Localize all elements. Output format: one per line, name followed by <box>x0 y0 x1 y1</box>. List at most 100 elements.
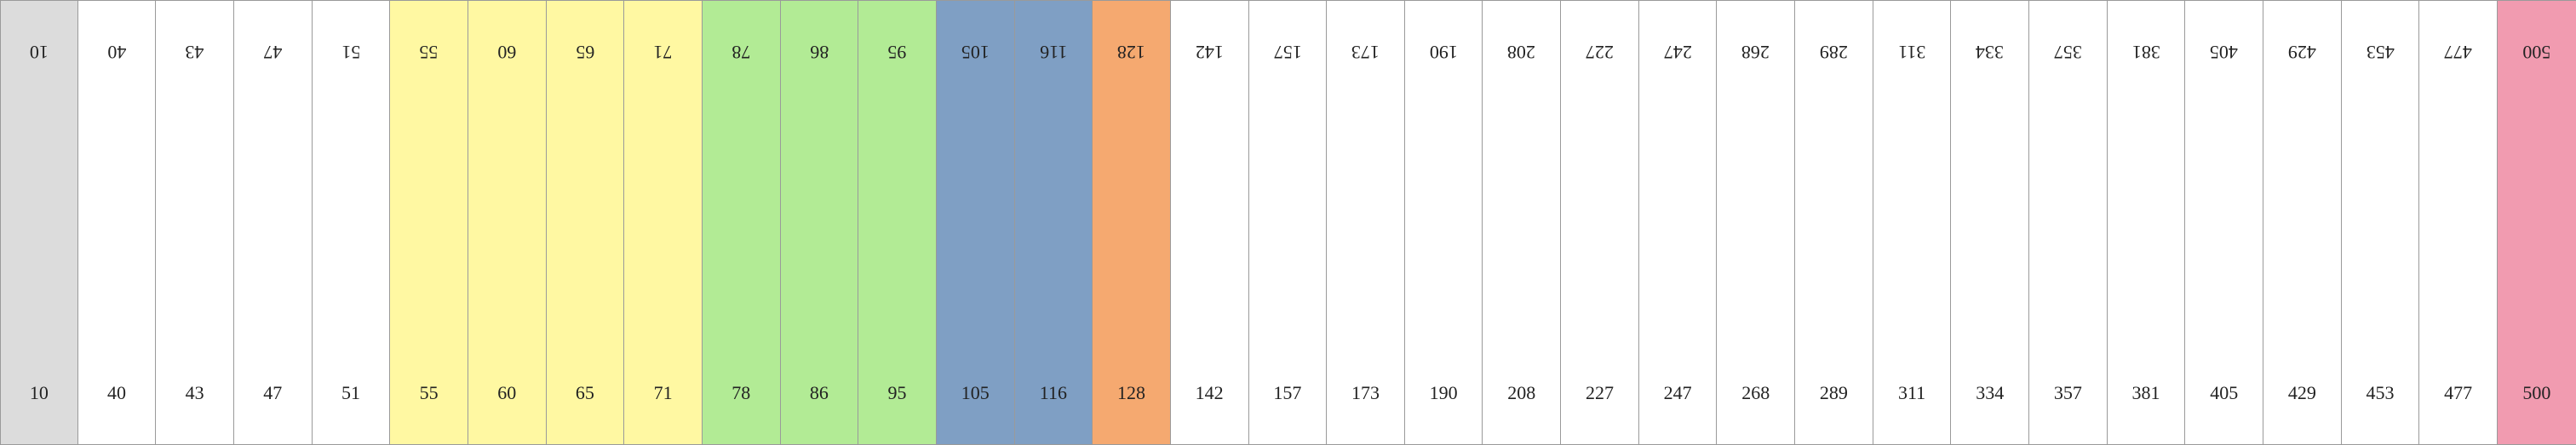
cell-label-top: 405 <box>2210 42 2239 63</box>
cell-label-bottom: 208 <box>1507 382 1536 403</box>
strip-cell: 78 78 <box>702 1 781 444</box>
strip-cell: 116 116 <box>1014 1 1093 444</box>
cell-label-top: 357 <box>2053 42 2082 63</box>
strip-cell: 381 381 <box>2107 1 2186 444</box>
cell-label-bottom: 405 <box>2210 382 2239 403</box>
strip-cell: 142 142 <box>1170 1 1249 444</box>
cell-label-top: 289 <box>1819 42 1848 63</box>
cell-label-bottom: 65 <box>575 382 594 403</box>
strip-cell: 247 247 <box>1638 1 1718 444</box>
cell-label-bottom: 10 <box>29 382 49 403</box>
cell-label-bottom: 500 <box>2522 382 2551 403</box>
cell-label-bottom: 311 <box>1897 382 1926 403</box>
strip-cell: 60 60 <box>468 1 547 444</box>
strip-cell: 289 289 <box>1795 1 1873 444</box>
strip-cell: 157 157 <box>1248 1 1328 444</box>
strip-cell: 190 190 <box>1404 1 1483 444</box>
cell-label-bottom: 227 <box>1585 382 1614 403</box>
strip-cell: 128 128 <box>1093 1 1171 444</box>
strip-cell: 268 268 <box>1717 1 1796 444</box>
cell-label-bottom: 78 <box>731 382 751 403</box>
cell-label-top: 86 <box>809 42 829 63</box>
strip-cell: 40 40 <box>77 1 157 444</box>
cell-label-bottom: 142 <box>1195 382 1224 403</box>
strip-cell: 173 173 <box>1327 1 1405 444</box>
cell-label-bottom: 47 <box>263 382 283 403</box>
cell-label-top: 43 <box>185 42 204 63</box>
cell-label-bottom: 55 <box>419 382 439 403</box>
cell-label-top: 227 <box>1585 42 1614 63</box>
strip-cell: 429 429 <box>2263 1 2342 444</box>
strip-cell: 334 334 <box>1951 1 2030 444</box>
strip-cell: 208 208 <box>1483 1 1562 444</box>
cell-label-top: 334 <box>1976 42 2005 63</box>
strip-cell: 500 500 <box>2498 1 2576 444</box>
cell-label-top: 453 <box>2366 42 2395 63</box>
cell-label-top: 268 <box>1741 42 1770 63</box>
cell-label-top: 208 <box>1507 42 1536 63</box>
cell-label-bottom: 116 <box>1039 382 1067 403</box>
strip-cell: 43 43 <box>156 1 234 444</box>
strip-cell: 405 405 <box>2185 1 2264 444</box>
strip-cell: 86 86 <box>780 1 859 444</box>
cell-label-bottom: 268 <box>1741 382 1770 403</box>
strip-cell: 453 453 <box>2341 1 2420 444</box>
cell-label-bottom: 357 <box>2053 382 2082 403</box>
cell-label-top: 78 <box>731 42 751 63</box>
strip-cell: 55 55 <box>390 1 468 444</box>
cell-label-bottom: 477 <box>2444 382 2473 403</box>
cell-label-top: 71 <box>653 42 673 63</box>
cell-label-bottom: 95 <box>887 382 907 403</box>
cell-label-top: 40 <box>106 42 126 63</box>
cell-label-top: 190 <box>1429 42 1458 63</box>
cell-label-bottom: 190 <box>1429 382 1458 403</box>
cell-label-bottom: 173 <box>1351 382 1380 403</box>
cell-label-bottom: 381 <box>2131 382 2160 403</box>
cell-label-top: 311 <box>1897 42 1926 63</box>
cell-label-bottom: 429 <box>2287 382 2316 403</box>
cell-label-top: 429 <box>2287 42 2316 63</box>
cell-label-bottom: 289 <box>1819 382 1848 403</box>
cell-label-bottom: 43 <box>185 382 204 403</box>
cell-label-bottom: 247 <box>1663 382 1692 403</box>
strip-cell: 477 477 <box>2419 1 2498 444</box>
strip-cell: 95 95 <box>858 1 937 444</box>
cell-label-top: 95 <box>887 42 907 63</box>
cell-label-top: 500 <box>2522 42 2551 63</box>
cell-label-top: 477 <box>2444 42 2473 63</box>
cell-label-bottom: 71 <box>653 382 673 403</box>
strip-cell: 311 311 <box>1873 1 1952 444</box>
cell-label-bottom: 60 <box>497 382 517 403</box>
cell-label-bottom: 128 <box>1117 382 1146 403</box>
cell-label-bottom: 157 <box>1273 382 1302 403</box>
strip-cell: 47 47 <box>233 1 313 444</box>
cell-label-top: 105 <box>961 42 990 63</box>
cell-label-top: 157 <box>1273 42 1302 63</box>
cell-label-bottom: 40 <box>106 382 126 403</box>
strip-cell: 357 357 <box>2029 1 2108 444</box>
cell-label-top: 173 <box>1351 42 1380 63</box>
strip-cell: 71 71 <box>624 1 703 444</box>
cell-label-bottom: 105 <box>961 382 990 403</box>
cell-label-top: 142 <box>1195 42 1224 63</box>
cell-label-top: 47 <box>263 42 283 63</box>
cell-label-top: 247 <box>1663 42 1692 63</box>
strip-cell: 227 227 <box>1561 1 1639 444</box>
cell-label-top: 51 <box>341 42 360 63</box>
cell-label-top: 60 <box>497 42 517 63</box>
strip-cell: 51 51 <box>312 1 391 444</box>
cell-label-top: 10 <box>29 42 49 63</box>
cell-label-top: 55 <box>419 42 439 63</box>
cell-label-top: 381 <box>2131 42 2160 63</box>
cell-label-bottom: 51 <box>341 382 360 403</box>
cell-label-bottom: 86 <box>809 382 829 403</box>
cell-label-top: 116 <box>1039 42 1067 63</box>
cell-label-top: 128 <box>1117 42 1146 63</box>
cell-label-bottom: 453 <box>2366 382 2395 403</box>
cell-label-bottom: 334 <box>1976 382 2005 403</box>
strip-cell: 105 105 <box>936 1 1015 444</box>
strip-cell: 10 10 <box>0 1 78 444</box>
strip-cell: 65 65 <box>546 1 625 444</box>
cell-label-top: 65 <box>575 42 594 63</box>
